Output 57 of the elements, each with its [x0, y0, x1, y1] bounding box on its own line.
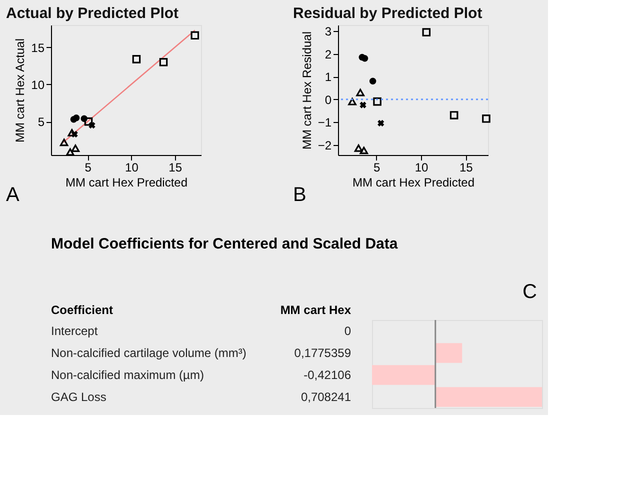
text: C	[522, 281, 537, 303]
x-axis-title: MM cart Hex Predicted	[65, 176, 188, 190]
data-label: 0	[344, 324, 352, 338]
point	[132, 55, 141, 64]
point	[361, 55, 368, 62]
point	[373, 97, 382, 106]
point	[84, 117, 93, 126]
text: A	[6, 184, 20, 206]
y-axis-title: MM cart Hex Actual	[13, 38, 28, 143]
y-tick-label: 5	[38, 115, 45, 130]
point	[348, 98, 356, 106]
point	[60, 138, 68, 146]
x-tick-label: 10	[125, 160, 139, 174]
chart-title: Actual by Predicted Plot	[6, 5, 179, 22]
x-tick-label: 5	[84, 160, 92, 174]
point	[88, 122, 96, 129]
y-tick-label: −2	[318, 138, 332, 152]
y-axis-title: MM cart Hex Residual	[300, 31, 314, 150]
point	[190, 31, 200, 40]
x-tick-label: 15	[460, 160, 474, 174]
data-label: -0,42106	[304, 368, 352, 382]
y-tick-label: Non-calcified cartilage volume (mm³)	[51, 346, 246, 360]
point	[482, 114, 490, 123]
text: MM cart Hex	[280, 303, 352, 317]
x-tick-label: 5	[374, 160, 381, 174]
point	[71, 144, 80, 152]
point	[72, 114, 80, 122]
chart-title: Residual by Predicted Plot	[293, 5, 482, 22]
point	[422, 28, 431, 36]
point	[369, 78, 376, 84]
point	[360, 102, 366, 108]
text: Model Coefficients for Centered and Scaled Data	[51, 236, 398, 252]
text: Coefficient	[51, 303, 114, 317]
data-label: 0,708241	[300, 390, 352, 404]
data-label: 0,1775359	[294, 346, 352, 360]
point	[159, 58, 168, 66]
y-tick-label: GAG Loss	[51, 390, 106, 404]
point	[360, 146, 368, 154]
point	[356, 88, 364, 96]
y-tick-label: −1	[318, 116, 332, 130]
x-tick-label: 15	[168, 160, 182, 174]
y-tick-label: 1	[324, 70, 332, 84]
y-tick-label: 15	[31, 40, 45, 55]
y-tick-label: 0	[324, 92, 332, 107]
point	[354, 144, 363, 152]
y-tick-label: Intercept	[51, 324, 98, 338]
y-tick-label: 3	[324, 24, 332, 39]
point	[450, 111, 458, 120]
x-axis-title: MM cart Hex Predicted	[352, 176, 475, 190]
point	[80, 115, 88, 122]
y-tick-label: 10	[31, 78, 45, 92]
y-tick-label: Non-calcified maximum (µm)	[51, 368, 204, 382]
text: B	[293, 184, 306, 206]
point	[378, 120, 384, 126]
y-tick-label: 2	[324, 47, 332, 62]
x-tick-label: 10	[414, 160, 429, 174]
point	[66, 148, 74, 156]
